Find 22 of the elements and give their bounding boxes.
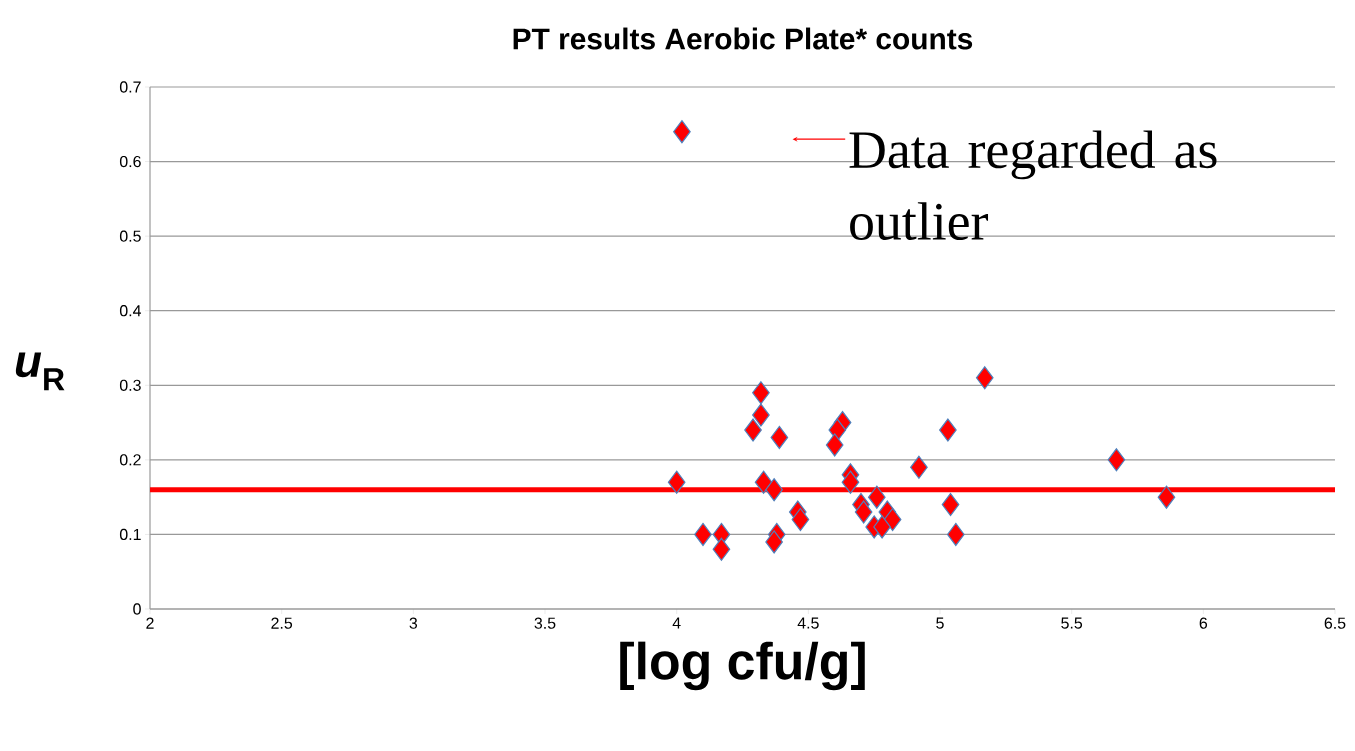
x-tick-label: 3 — [409, 617, 418, 629]
y-tick-label: 0.2 — [119, 454, 141, 466]
x-tick-label: 2 — [146, 617, 154, 629]
x-tick-label: 6 — [1199, 617, 1208, 629]
y-axis-title: u$_{R}$ — [15, 352, 65, 391]
chart-title: PT results Aerobic Plate* counts — [513, 27, 973, 50]
x-tick-label: 6.5 — [1324, 617, 1346, 629]
y-tick-label: 0.6 — [119, 155, 141, 168]
x-tick-label: 4.5 — [797, 617, 819, 629]
y-tick-label: 0.3 — [119, 379, 141, 391]
y-tick-label: 0.1 — [119, 528, 141, 541]
x-axis-title: [log cfu/g] — [620, 641, 865, 691]
x-tick-label: 5.5 — [1061, 617, 1083, 629]
x-tick-label: 4 — [672, 617, 681, 629]
x-tick-label: 5 — [936, 617, 944, 629]
x-tick-label: 2.5 — [271, 617, 293, 629]
y-tick-label: 0.4 — [119, 305, 142, 317]
x-tick-label: 3.5 — [534, 617, 556, 629]
annotation: Data regarded as outlier — [849, 130, 1217, 240]
y-tick-label: 0.5 — [119, 230, 141, 242]
y-tick-label: 0 — [133, 603, 141, 615]
y-tick-label: 0.7 — [119, 81, 141, 93]
